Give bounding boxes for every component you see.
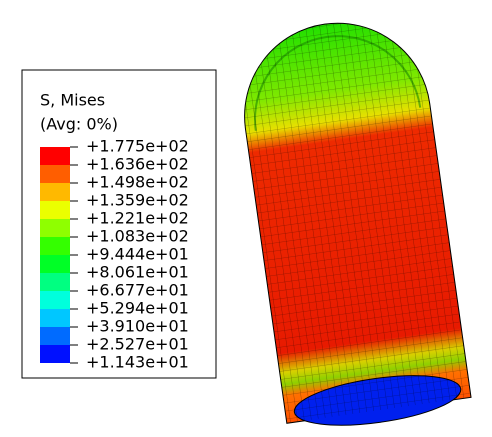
legend-swatch bbox=[40, 183, 70, 201]
legend-swatch bbox=[40, 327, 70, 345]
legend-swatch bbox=[40, 291, 70, 309]
legend-swatch bbox=[40, 309, 70, 327]
legend-scale: +1.775e+02+1.636e+02+1.498e+02+1.359e+02… bbox=[40, 137, 189, 372]
legend-label: +9.444e+01 bbox=[86, 245, 189, 264]
legend-label: +3.910e+01 bbox=[86, 317, 189, 336]
legend: S, Mises (Avg: 0%) +1.775e+02+1.636e+02+… bbox=[21, 69, 217, 379]
legend-label: +1.221e+02 bbox=[86, 209, 189, 228]
legend-swatch bbox=[40, 219, 70, 237]
legend-swatch bbox=[40, 237, 70, 255]
legend-label: +1.636e+02 bbox=[86, 155, 189, 174]
model bbox=[232, 11, 472, 426]
legend-label: +1.498e+02 bbox=[86, 173, 189, 192]
legend-swatch bbox=[40, 201, 70, 219]
legend-label: +8.061e+01 bbox=[86, 263, 189, 282]
legend-title: S, Mises bbox=[40, 91, 105, 110]
mesh bbox=[232, 11, 472, 424]
legend-subtitle: (Avg: 0%) bbox=[40, 115, 118, 134]
legend-label: +6.677e+01 bbox=[86, 281, 189, 300]
legend-swatch bbox=[40, 345, 70, 363]
legend-label: +5.294e+01 bbox=[86, 299, 189, 318]
legend-label: +2.527e+01 bbox=[86, 335, 189, 354]
legend-label: +1.359e+02 bbox=[86, 191, 189, 210]
legend-swatch bbox=[40, 255, 70, 273]
legend-swatch bbox=[40, 273, 70, 291]
legend-label: +1.775e+02 bbox=[86, 137, 189, 156]
legend-label: +1.143e+01 bbox=[86, 353, 189, 372]
legend-label: +1.083e+02 bbox=[86, 227, 189, 246]
legend-swatch bbox=[40, 165, 70, 183]
legend-swatch bbox=[40, 147, 70, 165]
